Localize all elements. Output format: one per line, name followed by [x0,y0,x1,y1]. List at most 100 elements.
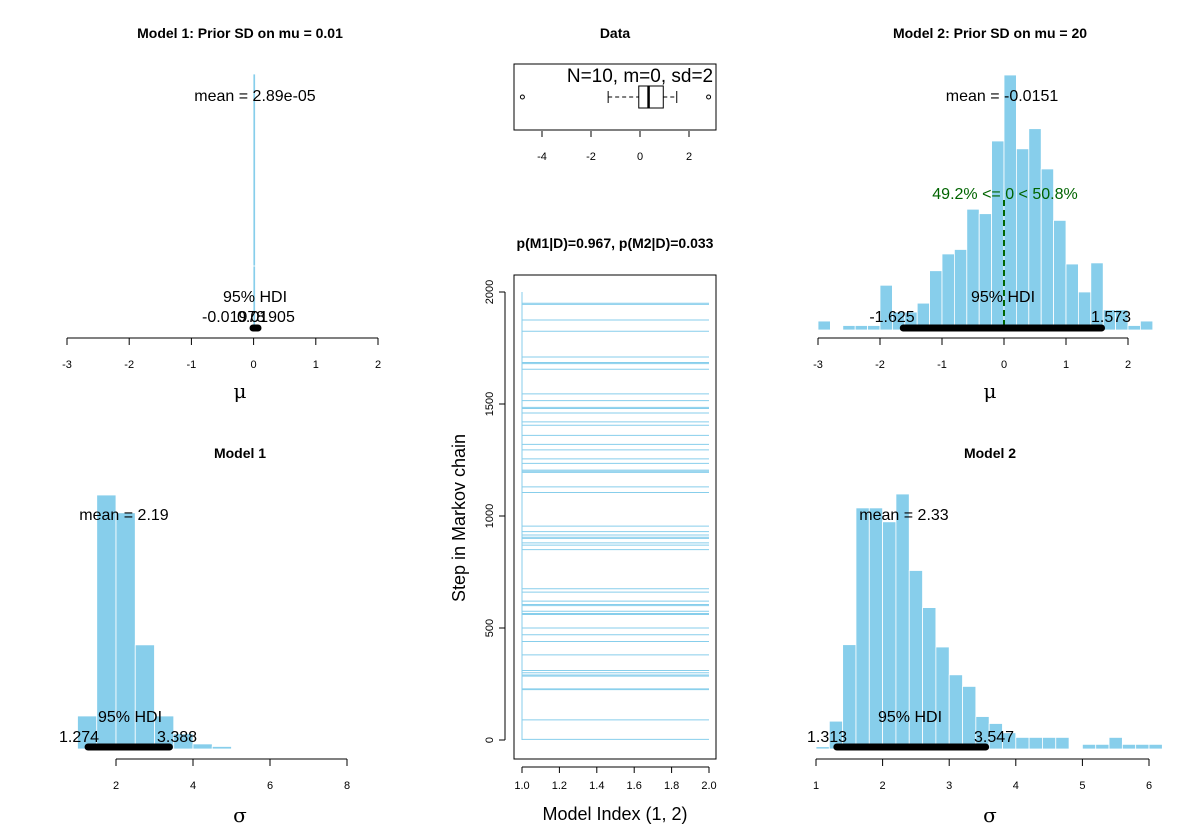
x-tick-label: -1 [937,359,947,371]
x-tick-label: 1.8 [664,780,679,792]
hdi-low-label: 1.274 [59,729,99,746]
x-tick-label: 3 [946,780,952,792]
histogram-bars [815,493,1163,750]
histogram-bar [1121,743,1137,750]
outlier-point [706,94,712,100]
boxplot [519,85,712,109]
histogram-bar [1135,743,1150,750]
x-tick-label: -2 [124,359,134,371]
histogram-bar [1148,743,1163,750]
hdi-label: 95% HDI [223,289,287,306]
panel-model1-sigma: Model 1 2 4 6 8 mean = 2.19 95% HDI 1.274 3… [59,445,350,827]
histogram-bar [935,646,950,750]
histogram-bar [966,208,980,331]
y-tick-label: 2000 [484,280,496,304]
panel-title: Model 2 [964,445,1016,461]
x-tick-label: 1.4 [589,780,604,792]
x-tick-label: 2 [375,359,381,371]
x-tick-label: -2 [875,359,885,371]
mean-label: mean = 2.19 [79,507,169,524]
data-summary-label: N=10, m=0, sd=2 [567,66,713,87]
histogram-bar [1042,737,1057,750]
x-tick-label: 2.0 [701,780,716,792]
histogram-bars [77,494,232,750]
histogram-bar [1127,325,1141,331]
panel-title: Model 1: Prior SD on mu = 0.01 [137,25,343,41]
x-tick-label: 0 [637,151,643,163]
histogram-bar [1108,737,1123,750]
histogram-bar [1028,737,1043,750]
panel-model2-sigma: Model 2 1 2 3 4 5 6 mean = 2.33 95% HDI 1.313… [807,445,1163,827]
x-tick-label: 2 [880,780,886,792]
x-tick-label: 6 [1146,780,1152,792]
histogram-bar [1053,219,1067,331]
x-axis-label: μ [984,379,997,403]
histogram-bar [854,325,869,331]
comparison-label: 49.2% <= 0 < 50.8% [932,186,1077,203]
x-axis: -3 -2 -1 0 1 2 [62,337,381,371]
histogram-bar [879,284,893,331]
x-tick-label: 2 [1125,359,1131,371]
histogram-bar [1082,743,1097,750]
histogram-bar [948,674,963,750]
panel-title: Model 1 [214,445,266,461]
panel-title: Data [600,25,631,41]
hdi-label: 95% HDI [971,289,1035,306]
panel-title: p(M1|D)=0.967, p(M2|D)=0.033 [517,235,714,251]
x-tick-label: 6 [267,780,273,792]
histogram-bar [1115,309,1129,331]
box [638,85,664,109]
x-tick-label: 1.2 [552,780,567,792]
hdi-high-label: 0.01905 [237,309,295,326]
x-tick-label: -1 [187,359,197,371]
x-tick-label: -3 [62,359,72,371]
y-axis-label: Step in Markov chain [449,434,469,602]
hdi-label: 95% HDI [878,709,942,726]
mean-label: mean = 2.33 [859,507,949,524]
outlier-point [519,94,525,100]
x-tick-label: -2 [586,151,596,163]
trace-lines [521,292,709,740]
mean-label: mean = -0.0151 [946,88,1059,105]
histogram-bar [815,746,830,750]
histogram-bar [842,325,856,331]
x-tick-label: 0 [251,359,257,371]
hdi-low-label: -1.625 [869,309,914,326]
x-tick-label: 1 [813,780,819,792]
histogram-bar [134,644,155,750]
histogram-bar [211,746,232,750]
x-tick-label: -4 [537,151,547,163]
plot-frame [513,63,717,131]
y-tick-label: 1000 [484,504,496,528]
hdi-low-label: -0.01978 [202,309,265,326]
x-tick-label: 8 [344,780,350,792]
histogram-bar [978,213,993,331]
x-tick-label: 4 [1013,780,1019,792]
histogram-bar [1140,320,1154,331]
x-axis: -4 -2 0 2 [537,131,692,163]
y-tick-label: 1500 [484,392,496,416]
panel-model-index-trace: p(M1|D)=0.967, p(M2|D)=0.033 1.0 1.2 1.4 1.… [449,235,717,824]
panel-model2-mu: Model 2: Prior SD on mu = 20 -3 -2 -1 0 1 2 m… [813,25,1154,403]
hdi-high-label: 3.547 [974,729,1014,746]
x-axis-label: σ [983,803,997,827]
histogram-bar [855,507,870,750]
histogram-bar [1078,291,1092,331]
hdi-high-label: 3.388 [157,729,197,746]
x-axis-label: Model Index (1, 2) [542,804,687,824]
histogram-bar [922,607,937,750]
histogram-bar [954,249,968,331]
x-axis: 1 2 3 4 5 6 [813,758,1152,792]
hdi-low-label: 1.313 [807,729,847,746]
y-tick-label: 0 [484,737,496,743]
histogram-bar [941,253,955,331]
histogram-bar [867,325,881,331]
x-axis-label: σ [233,803,247,827]
hdi-high-label: 1.573 [1091,309,1131,326]
panel-model1-mu: Model 1: Prior SD on mu = 0.01 -3 -2 -1 0 1 2… [62,25,381,403]
x-tick-label: 1.0 [514,780,529,792]
x-axis: 2 4 6 8 [113,758,350,792]
x-tick-label: 1 [1063,359,1069,371]
histogram-bar [173,733,194,750]
